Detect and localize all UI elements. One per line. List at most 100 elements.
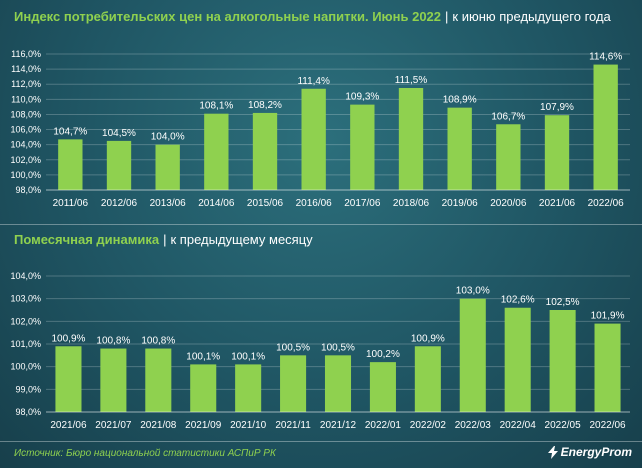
chart-title-subtitle: к июню предыдущего года bbox=[452, 9, 611, 24]
monthly-title-subtitle: к предыдущему месяцу bbox=[170, 232, 313, 247]
footer-divider bbox=[0, 441, 642, 442]
x-category-label: 2018/06 bbox=[393, 198, 430, 209]
y-tick-label: 98,0% bbox=[15, 185, 41, 195]
bar-value-label: 107,9% bbox=[540, 102, 574, 113]
y-tick-label: 102,0% bbox=[10, 155, 41, 165]
chart-title-main: Индекс потребительских цен на алкогольны… bbox=[14, 9, 442, 24]
x-category-label: 2021/06 bbox=[50, 420, 87, 431]
source-note: Источник: Бюро национальной статистики А… bbox=[14, 448, 276, 459]
bar-value-label: 108,1% bbox=[199, 101, 233, 112]
x-category-label: 2021/09 bbox=[185, 420, 222, 431]
bar bbox=[504, 307, 531, 412]
section-divider bbox=[0, 224, 642, 225]
bar-value-label: 103,0% bbox=[456, 286, 490, 297]
bar bbox=[594, 323, 621, 412]
monthly-title-main: Помесячная динамика bbox=[14, 232, 160, 247]
chart-title-annual: Индекс потребительских цен на алкогольны… bbox=[14, 9, 611, 24]
x-category-label: 2014/06 bbox=[198, 198, 235, 209]
bar-value-label: 100,5% bbox=[276, 342, 310, 353]
energyprom-logo: EnergyProm bbox=[547, 445, 632, 459]
bar bbox=[301, 88, 326, 190]
bar-value-label: 104,7% bbox=[53, 126, 87, 137]
y-tick-label: 110,0% bbox=[11, 94, 41, 104]
bar-value-label: 101,9% bbox=[591, 311, 625, 322]
x-category-label: 2021/08 bbox=[140, 420, 177, 431]
bar-value-label: 100,1% bbox=[231, 351, 265, 362]
bar bbox=[544, 115, 570, 190]
bar bbox=[593, 64, 618, 190]
x-category-label: 2013/06 bbox=[150, 198, 187, 209]
bar bbox=[414, 346, 441, 412]
logo-text: EnergyProm bbox=[560, 445, 632, 459]
y-tick-label: 99,0% bbox=[15, 384, 41, 394]
x-category-label: 2020/06 bbox=[490, 198, 527, 209]
x-category-label: 2022/02 bbox=[410, 420, 447, 431]
bar-value-label: 106,7% bbox=[491, 111, 525, 122]
bar-value-label: 100,9% bbox=[52, 333, 86, 344]
bar bbox=[55, 346, 82, 412]
y-tick-label: 98,0% bbox=[15, 407, 41, 417]
x-category-label: 2019/06 bbox=[442, 198, 479, 209]
chart-title-monthly: Помесячная динамика | к предыдущему месяцу bbox=[14, 232, 313, 247]
x-category-label: 2022/06 bbox=[588, 198, 625, 209]
x-category-label: 2017/06 bbox=[344, 198, 381, 209]
bar-value-label: 104,0% bbox=[151, 132, 185, 143]
x-category-label: 2021/12 bbox=[320, 420, 357, 431]
x-category-label: 2012/06 bbox=[101, 198, 138, 209]
x-category-label: 2022/03 bbox=[455, 420, 492, 431]
bar-value-label: 100,2% bbox=[366, 349, 400, 360]
bar-value-label: 100,5% bbox=[321, 342, 355, 353]
y-tick-label: 100,0% bbox=[10, 170, 41, 180]
x-category-label: 2022/01 bbox=[365, 420, 402, 431]
annual-bar-chart: 98,0% 100,0% 102,0% 104,0% 106,0% 108,0% 110,0… bbox=[10, 49, 630, 209]
y-tick-label: 106,0% bbox=[10, 125, 41, 135]
bar-value-label: 104,5% bbox=[102, 128, 136, 139]
y-tick-label: 103,0% bbox=[10, 294, 41, 304]
bar-value-label: 102,5% bbox=[546, 297, 580, 308]
lightning-icon bbox=[547, 445, 558, 459]
bar-value-label: 111,5% bbox=[395, 75, 428, 86]
bar bbox=[145, 348, 172, 412]
bar bbox=[369, 362, 396, 412]
bar bbox=[106, 140, 132, 190]
bar-value-label: 111,4% bbox=[297, 76, 330, 87]
y-tick-label: 102,0% bbox=[10, 316, 41, 326]
bar bbox=[235, 364, 262, 412]
monthly-bar-chart: 98,0% 99,0% 100,0% 101,0% 102,0% 103,0% 104,0%… bbox=[10, 271, 630, 431]
y-tick-label: 104,0% bbox=[10, 271, 41, 281]
bar-value-label: 108,9% bbox=[443, 95, 477, 106]
bar-value-label: 100,1% bbox=[186, 351, 220, 362]
y-tick-label: 101,0% bbox=[10, 339, 41, 349]
bar bbox=[324, 355, 352, 412]
bar-value-label: 109,3% bbox=[345, 92, 379, 103]
bar bbox=[496, 124, 521, 190]
bar-value-label: 100,8% bbox=[141, 336, 175, 347]
bar-value-label: 102,6% bbox=[501, 295, 535, 306]
bar bbox=[252, 112, 278, 190]
bar-value-label: 100,8% bbox=[96, 336, 130, 347]
x-category-label: 2016/06 bbox=[296, 198, 333, 209]
bar-value-label: 108,2% bbox=[248, 100, 282, 111]
title-separator: | bbox=[445, 9, 449, 24]
x-category-label: 2011/06 bbox=[53, 198, 89, 209]
bar bbox=[398, 88, 424, 190]
bar-value-label: 100,9% bbox=[411, 333, 445, 344]
y-tick-label: 108,0% bbox=[10, 109, 41, 119]
bar bbox=[58, 139, 83, 190]
x-category-label: 2021/11 bbox=[275, 420, 311, 431]
bar bbox=[155, 144, 180, 190]
x-category-label: 2021/07 bbox=[95, 420, 132, 431]
x-category-label: 2015/06 bbox=[247, 198, 284, 209]
bar bbox=[459, 298, 486, 412]
title-separator: | bbox=[163, 232, 167, 247]
x-category-label: 2021/10 bbox=[230, 420, 267, 431]
y-tick-label: 104,0% bbox=[10, 140, 41, 150]
y-tick-label: 116,0% bbox=[11, 49, 41, 59]
bar bbox=[190, 364, 217, 412]
bar bbox=[549, 310, 576, 412]
bar-value-label: 114,6% bbox=[589, 52, 622, 63]
y-tick-label: 114,0% bbox=[11, 64, 41, 74]
x-category-label: 2021/06 bbox=[539, 198, 576, 209]
bar bbox=[280, 355, 307, 412]
